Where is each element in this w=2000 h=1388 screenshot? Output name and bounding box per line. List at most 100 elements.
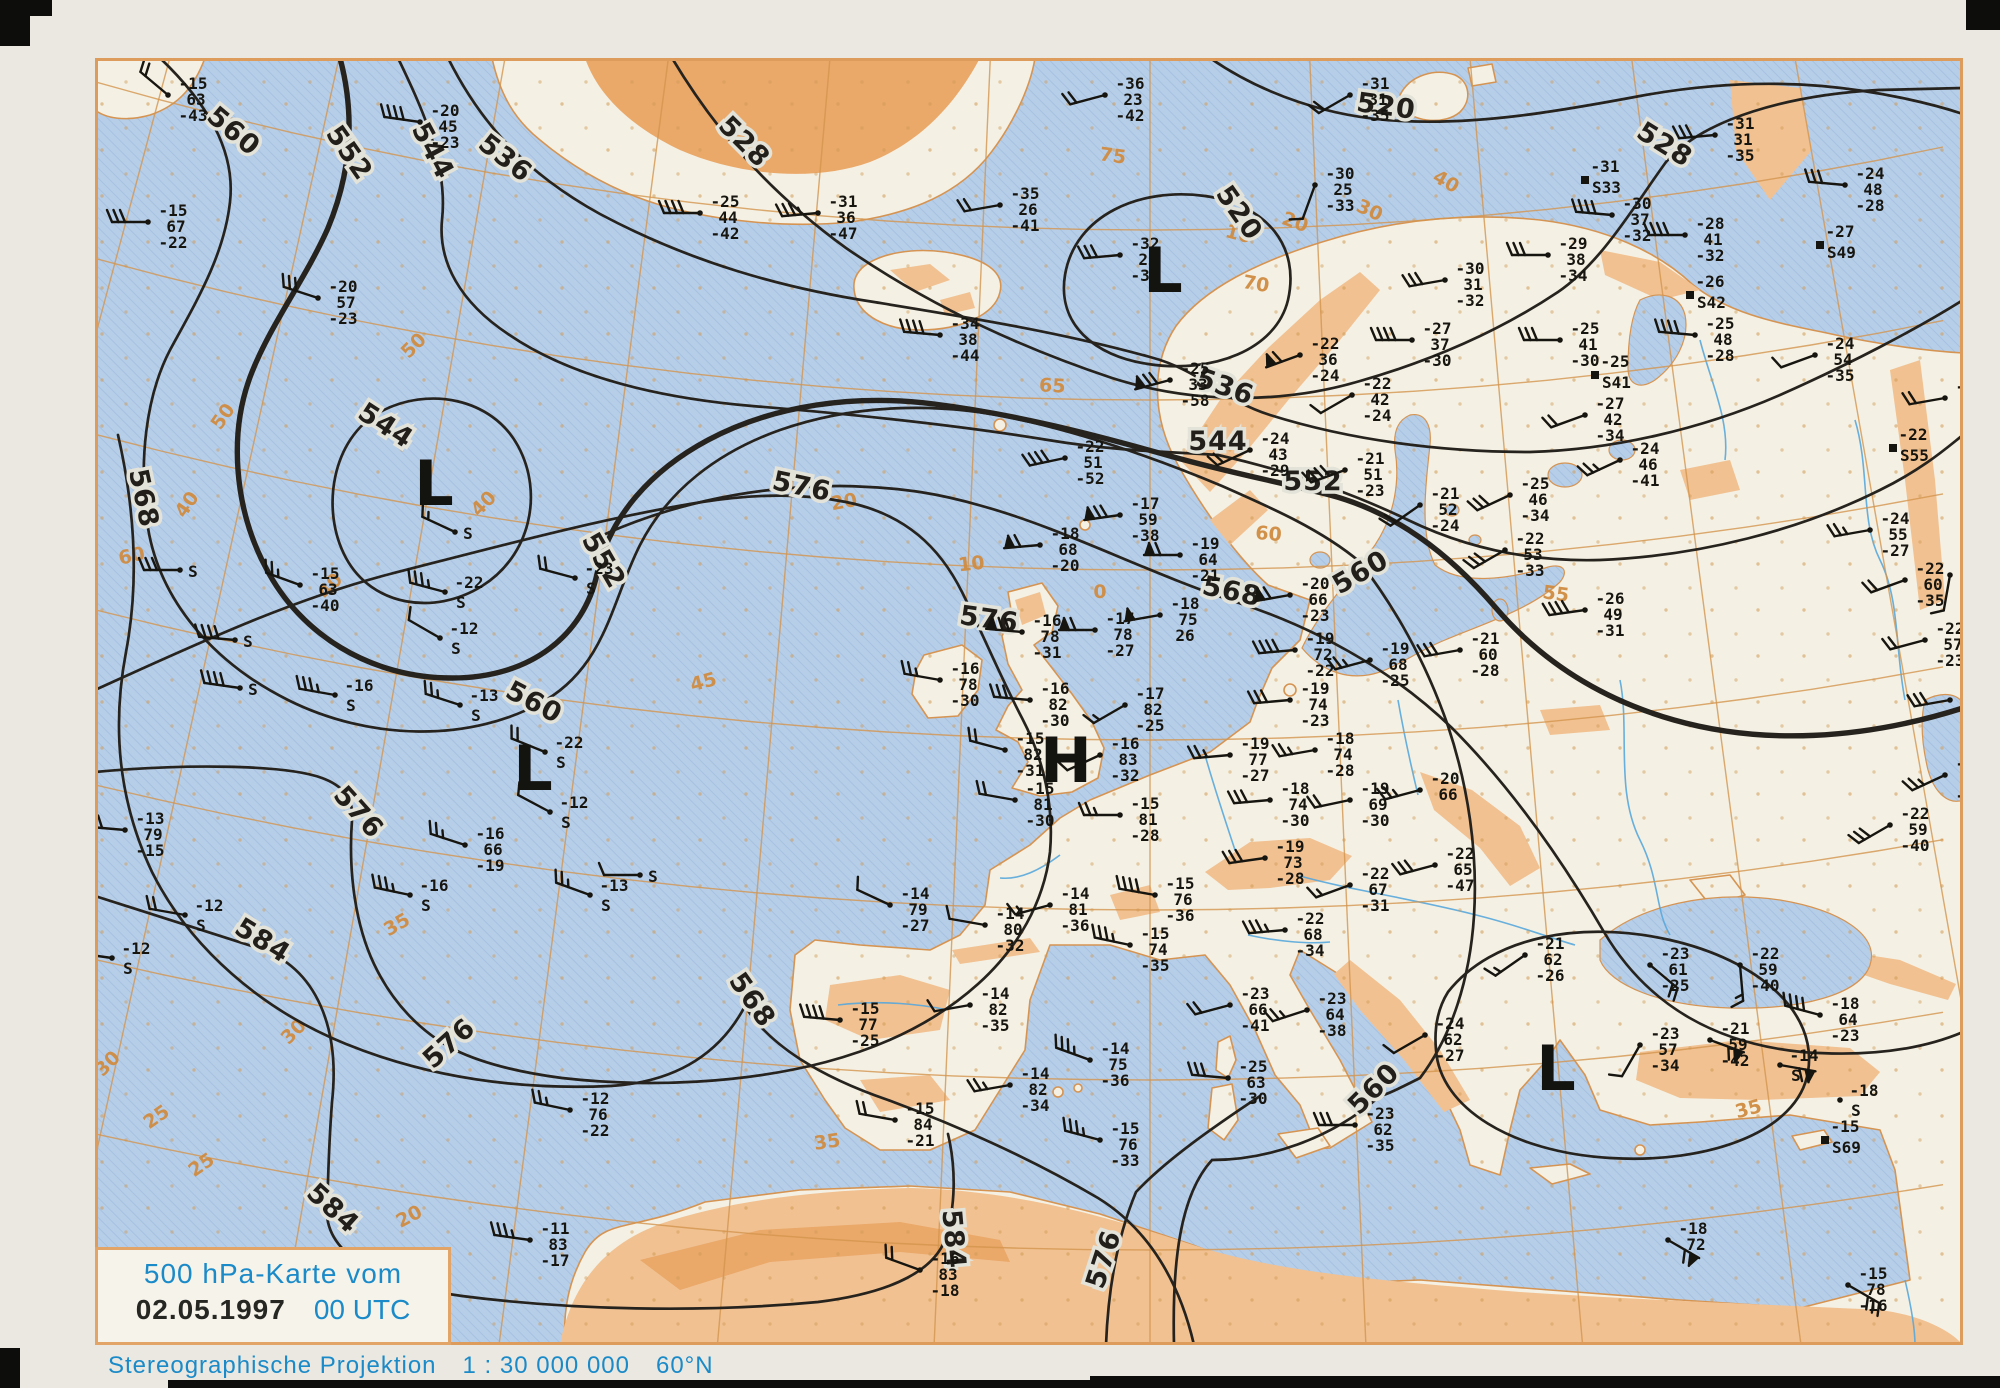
wind-barb: [1541, 413, 1587, 429]
wind-barb: [1778, 1063, 1817, 1084]
station-value: -18: [1051, 524, 1080, 543]
wind-barb: [1505, 241, 1550, 257]
station-value: 67: [166, 217, 185, 236]
station-value: 77: [1248, 750, 1267, 769]
station-value: 57: [1943, 635, 1962, 654]
wind-barb: [1062, 1116, 1102, 1142]
station-value: -25: [1381, 671, 1410, 690]
station-value: -28: [1276, 869, 1305, 888]
station-value: 84: [913, 1115, 932, 1134]
station-value: S: [196, 916, 206, 935]
wind-barb: [984, 616, 1024, 634]
station-value: -26: [1956, 786, 1963, 805]
station-value: -14: [1790, 1046, 1819, 1065]
station-value: -35: [1011, 184, 1040, 203]
station-value: 59: [1728, 1035, 1747, 1054]
station-value: 69: [1368, 795, 1387, 814]
graticule-label: 70: [1241, 271, 1271, 297]
station-value: 66: [1308, 590, 1327, 609]
wind-barb: [1607, 1043, 1642, 1078]
wind-barb: [956, 197, 1002, 213]
station-value: -31: [1361, 74, 1390, 93]
station-value: -15: [1859, 1264, 1888, 1283]
station-value: -29: [1261, 461, 1290, 480]
station-value: -32: [1131, 234, 1160, 253]
station-value: 68: [1388, 655, 1407, 674]
station-value: 73: [1283, 853, 1302, 872]
station-value: -18: [1850, 1081, 1879, 1100]
station-plot: -22S: [510, 724, 583, 772]
station-value: -30: [1281, 811, 1310, 830]
station-value: 62: [1373, 1120, 1392, 1139]
station-value: -32: [1623, 226, 1652, 245]
wind-barb: [428, 819, 467, 847]
station-value: 64: [1198, 550, 1217, 569]
wind-barb: [423, 679, 462, 707]
station-plot: -23S: [537, 554, 613, 598]
station-plot: -18S: [1837, 1081, 1878, 1120]
wind-barb: [1002, 533, 1042, 550]
station-value: S49: [1827, 243, 1856, 262]
wind-barb: [799, 1003, 842, 1022]
contour-label: 544: [1188, 426, 1247, 457]
wind-barb: [1057, 616, 1097, 632]
station-value: -32: [1111, 766, 1140, 785]
wind-barb: [1378, 503, 1422, 527]
station-value: 45: [438, 117, 457, 136]
station-value: -18: [931, 1281, 960, 1300]
wind-barb: [1221, 848, 1267, 865]
station-value: -21: [1721, 1019, 1750, 1038]
station-value: -18: [1281, 779, 1310, 798]
station-value: -30: [1041, 711, 1070, 730]
station-value: -30: [1571, 351, 1600, 370]
wind-barb: [1307, 93, 1352, 115]
wind-barb: [1517, 326, 1562, 342]
station-value: -25: [711, 192, 740, 211]
station-value: 66: [483, 840, 502, 859]
wind-barb: [517, 780, 552, 814]
graticule-label: 35: [813, 1129, 842, 1154]
wind-barb: [1369, 326, 1414, 342]
station-value: -30: [1361, 811, 1390, 830]
station-value: -22: [1901, 804, 1930, 823]
station-value: -22: [1446, 844, 1475, 863]
station-value: 79: [908, 900, 927, 919]
wind-barb: [407, 568, 447, 594]
satellite-marker: [1816, 241, 1824, 249]
wind-barb: [1906, 691, 1952, 708]
station-value: -21: [1536, 934, 1565, 953]
station-value: -16: [951, 659, 980, 678]
station-value: -30: [1623, 194, 1652, 213]
station-value: -19: [1276, 837, 1305, 856]
wind-barb: [1186, 744, 1232, 760]
station-value: -34: [1596, 426, 1625, 445]
station-value: -30: [1423, 351, 1452, 370]
station-value: -27: [1241, 766, 1270, 785]
wind-barb: [1246, 689, 1292, 705]
station-value: -31: [1033, 643, 1062, 662]
station-value: -23: [1241, 984, 1270, 1003]
station-value: -16: [476, 824, 505, 843]
station-value: -22: [581, 1121, 610, 1140]
station-value: 65: [1453, 860, 1472, 879]
wind-barb: [1077, 801, 1122, 817]
station-value: 78: [1113, 625, 1132, 644]
station-value: -35: [1916, 591, 1945, 610]
station-value: -33: [1516, 561, 1545, 580]
wind-barb: [1123, 607, 1162, 623]
wind-barb: [1061, 91, 1107, 106]
